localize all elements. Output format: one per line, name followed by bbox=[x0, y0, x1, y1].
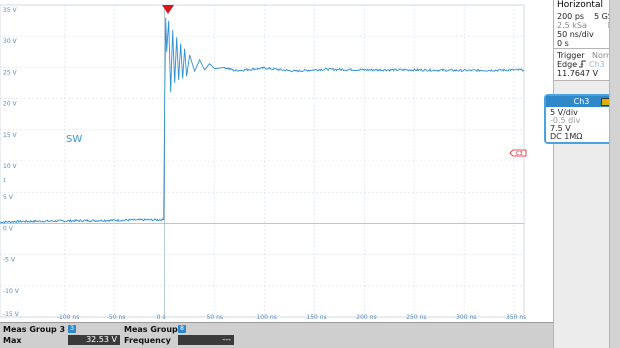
signal-label: SW bbox=[66, 134, 82, 145]
record-length: 2.5 kSa bbox=[557, 21, 587, 30]
svg-text:C3: C3 bbox=[516, 151, 523, 157]
x-tick-label: 150 ns bbox=[306, 314, 326, 321]
time-per-div: 50 ns/div bbox=[557, 30, 594, 39]
time-per-sample: 200 ps bbox=[557, 12, 585, 21]
y-tick-label: 20 V bbox=[3, 101, 18, 108]
meas-frequency-label: Frequency bbox=[124, 336, 171, 345]
ch3-coupling: DC 1MΩ bbox=[550, 132, 583, 141]
x-tick-label: 350 ns bbox=[506, 314, 526, 321]
trigger-type: Edge bbox=[557, 60, 578, 69]
trigger-position-marker[interactable] bbox=[162, 5, 174, 14]
meas-frequency-value: --- bbox=[178, 335, 234, 345]
trigger-level: 11.7647 V bbox=[557, 69, 599, 78]
sample-rate: 5 GSa/ bbox=[594, 12, 620, 21]
trigger-source: Ch3 bbox=[589, 60, 605, 69]
y-tick-label: 30 V bbox=[3, 38, 18, 45]
sw-trace bbox=[0, 17, 525, 224]
ch3-title: Ch3 bbox=[573, 97, 590, 106]
meas-group3-badge[interactable]: 3 bbox=[68, 325, 76, 333]
waveform-display[interactable]: 35 V 30 V 25 V 20 V 15 V 10 V 5 V 0 V -5 V -10 V -… bbox=[0, 0, 527, 322]
scroll-strip[interactable] bbox=[609, 0, 620, 348]
meas-group3-title: Meas Group 3 bbox=[3, 325, 66, 334]
y-tick-label: -5 V bbox=[3, 257, 16, 264]
horizontal-position: 0 s bbox=[557, 39, 569, 48]
y-tick-label: 10 V bbox=[3, 163, 18, 170]
ch3-header: Ch3 bbox=[546, 96, 617, 107]
ch3-reference-marker[interactable]: C3 bbox=[509, 149, 527, 157]
x-tick-label: 300 ns bbox=[456, 314, 476, 321]
y-tick-label: 0 V bbox=[3, 225, 14, 232]
rising-edge-icon bbox=[579, 60, 587, 70]
x-tick-label: 200 ns bbox=[356, 314, 376, 321]
waveform-plot: 35 V 30 V 25 V 20 V 15 V 10 V 5 V 0 V -5 V -10 V -… bbox=[0, 4, 527, 321]
y-tick-label: 35 V bbox=[3, 7, 18, 14]
y-tick-label: 25 V bbox=[3, 69, 18, 76]
ch3-offset-div: -0.5 div bbox=[550, 116, 581, 125]
meas-group8-title: Meas Group 8 bbox=[124, 325, 187, 334]
ch3-offset-v: 7.5 V bbox=[550, 124, 571, 133]
x-tick-label: 250 ns bbox=[406, 314, 426, 321]
x-tick-label: 100 ns bbox=[256, 314, 276, 321]
divider bbox=[554, 48, 620, 49]
y-tick-label: 15 V bbox=[3, 132, 18, 139]
ch3-panel[interactable]: Ch3 5 V/div -0.5 div 7.5 V DC 1MΩ bbox=[544, 94, 619, 144]
plot-frame bbox=[0, 4, 525, 318]
x-tick-label: -50 ns bbox=[107, 314, 126, 321]
horizontal-title: Horizontal bbox=[557, 0, 603, 10]
meas-max-label: Max bbox=[3, 336, 22, 345]
ch3-scale: 5 V/div bbox=[550, 108, 578, 117]
meas-group8-badge[interactable]: 8 bbox=[178, 325, 186, 333]
meas-max-value: 32.53 V bbox=[68, 335, 120, 345]
x-tick-label: 50 ns bbox=[207, 314, 223, 321]
left-offset-marker: 1 bbox=[3, 178, 6, 184]
y-tick-label: 5 V bbox=[3, 194, 14, 201]
trigger-mode: Normal bbox=[592, 51, 620, 60]
y-tick-label: -15 V bbox=[3, 311, 20, 318]
measurement-bar: Meas Group 3 3 Max 32.53 V Meas Group 8 … bbox=[0, 322, 553, 348]
grid bbox=[0, 4, 525, 318]
x-tick-label: -100 ns bbox=[57, 314, 79, 321]
x-tick-label: 0 s bbox=[157, 314, 166, 321]
y-tick-label: -10 V bbox=[3, 288, 20, 295]
trigger-label: Trigger bbox=[557, 51, 585, 60]
